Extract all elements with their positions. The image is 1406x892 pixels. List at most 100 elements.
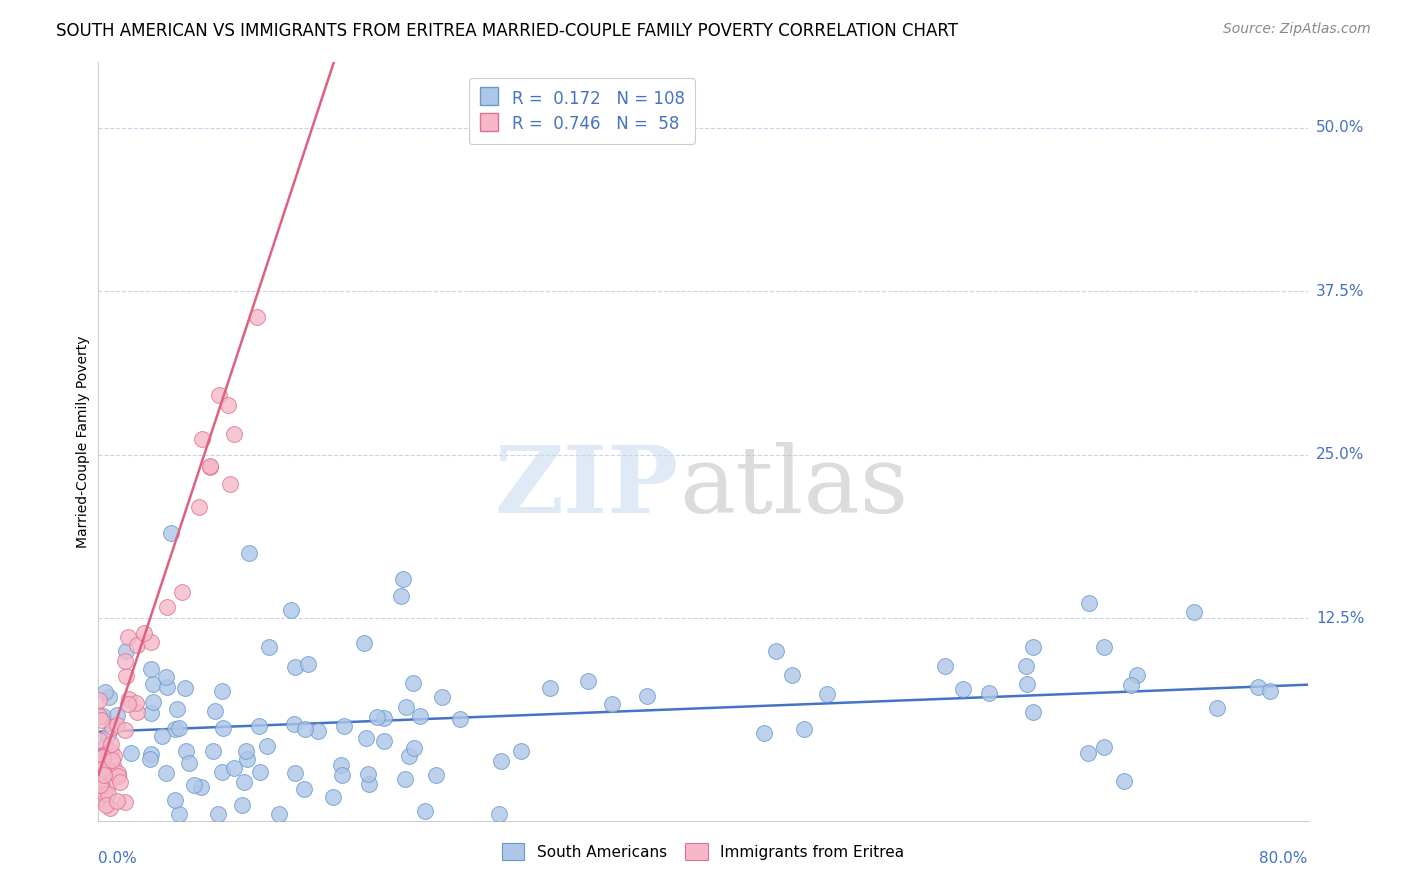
Point: [201, 744, 224, 758]
Text: atlas: atlas: [679, 442, 908, 532]
Point: [330, 757, 353, 772]
Point: [105, 707, 128, 722]
Point: [509, 743, 531, 757]
Point: [87, 708, 110, 723]
Point: [395, 699, 418, 714]
Point: [156, 600, 179, 615]
Point: [212, 721, 235, 735]
Point: [489, 755, 512, 769]
Point: [1015, 677, 1038, 691]
Point: [93, 747, 115, 761]
Point: [1077, 596, 1099, 610]
Point: [87, 692, 110, 706]
Point: [576, 674, 599, 689]
Point: [90, 713, 112, 727]
Point: [176, 744, 198, 758]
Point: [977, 686, 1000, 700]
Point: [190, 780, 212, 795]
Point: [488, 807, 510, 822]
Point: [93, 739, 115, 754]
Point: [103, 758, 125, 772]
Point: [155, 766, 177, 780]
Point: [100, 744, 122, 758]
Point: [1205, 701, 1227, 715]
Point: [100, 754, 122, 768]
Point: [353, 636, 375, 650]
Point: [330, 768, 353, 782]
Point: [105, 718, 128, 732]
Point: [90, 756, 112, 771]
Point: [1119, 678, 1142, 692]
Point: [167, 807, 190, 822]
Point: [217, 398, 239, 412]
Text: SOUTH AMERICAN VS IMMIGRANTS FROM ERITREA MARRIED-COUPLE FAMILY POVERTY CORRELAT: SOUTH AMERICAN VS IMMIGRANTS FROM ERITRE…: [56, 22, 959, 40]
Point: [97, 778, 120, 792]
Point: [90, 759, 112, 773]
Point: [120, 747, 142, 761]
Point: [98, 800, 121, 814]
Point: [90, 761, 112, 775]
Point: [602, 697, 624, 711]
Point: [108, 775, 131, 789]
Point: [125, 696, 148, 710]
Legend: South Americans, Immigrants from Eritrea: South Americans, Immigrants from Eritrea: [495, 838, 911, 866]
Point: [247, 719, 270, 733]
Point: [449, 712, 471, 726]
Text: 80.0%: 80.0%: [1260, 851, 1308, 866]
Point: [765, 644, 787, 658]
Point: [389, 590, 412, 604]
Point: [139, 752, 162, 766]
Point: [160, 526, 183, 541]
Text: 50.0%: 50.0%: [1316, 120, 1364, 136]
Point: [398, 748, 420, 763]
Point: [236, 752, 259, 766]
Point: [117, 630, 139, 644]
Point: [292, 781, 315, 796]
Point: [132, 626, 155, 640]
Text: 37.5%: 37.5%: [1316, 284, 1364, 299]
Point: [139, 747, 162, 762]
Point: [1126, 667, 1149, 681]
Point: [636, 689, 658, 703]
Point: [1182, 605, 1205, 619]
Point: [169, 721, 191, 735]
Point: [107, 768, 129, 782]
Point: [188, 500, 211, 514]
Point: [150, 730, 173, 744]
Point: [1015, 659, 1038, 673]
Point: [269, 806, 291, 821]
Point: [207, 807, 229, 822]
Point: [1077, 746, 1099, 760]
Point: [101, 720, 124, 734]
Point: [413, 804, 436, 818]
Point: [89, 780, 111, 794]
Point: [392, 572, 415, 586]
Point: [163, 793, 186, 807]
Point: [219, 477, 242, 491]
Point: [155, 680, 177, 694]
Text: 25.0%: 25.0%: [1316, 447, 1364, 462]
Point: [1022, 706, 1045, 720]
Point: [91, 750, 114, 764]
Point: [1246, 681, 1268, 695]
Point: [357, 777, 380, 791]
Point: [1114, 773, 1136, 788]
Point: [322, 790, 344, 805]
Point: [142, 677, 165, 691]
Text: 0.0%: 0.0%: [98, 851, 138, 866]
Point: [294, 722, 316, 736]
Point: [780, 667, 803, 681]
Point: [87, 733, 110, 747]
Point: [183, 778, 205, 792]
Point: [166, 702, 188, 716]
Point: [97, 728, 120, 742]
Point: [425, 768, 447, 782]
Point: [114, 654, 136, 668]
Point: [284, 765, 307, 780]
Point: [409, 709, 432, 723]
Point: [934, 659, 956, 673]
Point: [125, 705, 148, 719]
Point: [114, 723, 136, 737]
Point: [952, 681, 974, 696]
Point: [165, 722, 187, 736]
